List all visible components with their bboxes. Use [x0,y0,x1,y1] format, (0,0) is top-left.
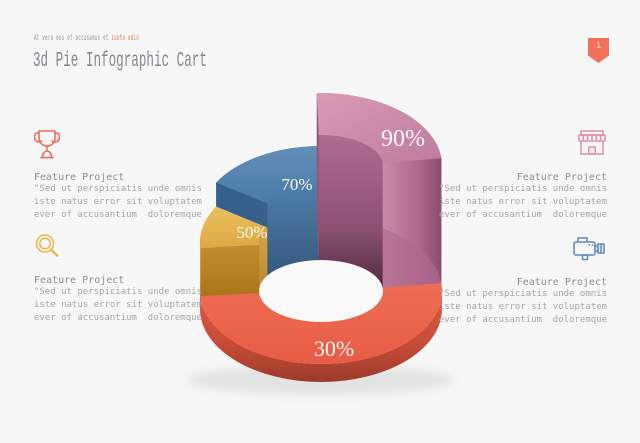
magnifier-icon [34,233,234,265]
feature-text-line: iste natus error sit voluptatem [439,197,607,207]
kicker-plain: At vero eos et accusamus et [34,33,112,42]
feature-text-line: ever of accusantium doloremque [439,210,607,220]
page-number: 1 [595,41,602,51]
feature-text-line: "Sed ut perspiciatis unde omnis [34,184,202,194]
label-50: 50% [236,223,267,242]
feature-text-line: "Sed ut perspiciatis unde omnis [439,184,607,194]
feature-text-line: "Sed ut perspiciatis unde omnis [34,287,202,297]
feature-text-line: ever of accusantium doloremque [34,313,202,323]
feature-title: Feature Project [34,172,125,183]
feature-title: Feature Project [516,277,607,288]
feature-text-line: iste natus error sit voluptatem [439,302,607,312]
feature-text-line: ever of accusantium doloremque [34,210,202,220]
feature-block-top-left: Feature Project "Sed ut perspiciatis und… [34,128,234,222]
segment-90 [316,93,442,288]
kicker-text: At vero eos et accusamus et iusto odio [34,33,139,42]
feature-block-bottom-left: Feature Project "Sed ut perspiciatis und… [34,233,234,325]
feature-text-line: "Sed ut perspiciatis unde omnis [439,289,607,299]
feature-text-line: iste natus error sit voluptatem [34,300,202,310]
segment-50 [200,206,268,297]
label-30: 30% [314,336,354,361]
feature-block-bottom-right: Feature Project "Sed ut perspiciatis und… [407,233,607,327]
feature-title: Feature Project [34,275,125,286]
page-title: 3d Pie Infographic Cart [33,50,207,73]
storefront-icon [577,128,607,162]
feature-block-top-right: Feature Project "Sed ut perspiciatis und… [407,128,607,222]
feature-text-line: ever of accusantium doloremque [439,315,607,325]
video-camera-icon [571,233,607,267]
kicker-accent: iusto odio [111,33,140,42]
feature-text-line: iste natus error sit voluptatem [34,197,202,207]
feature-title: Feature Project [516,172,607,183]
label-90: 90% [381,126,425,152]
label-70: 70% [281,175,312,194]
trophy-icon [34,128,234,162]
page-number-badge: 1 [588,38,609,63]
donut-hole [259,260,383,322]
